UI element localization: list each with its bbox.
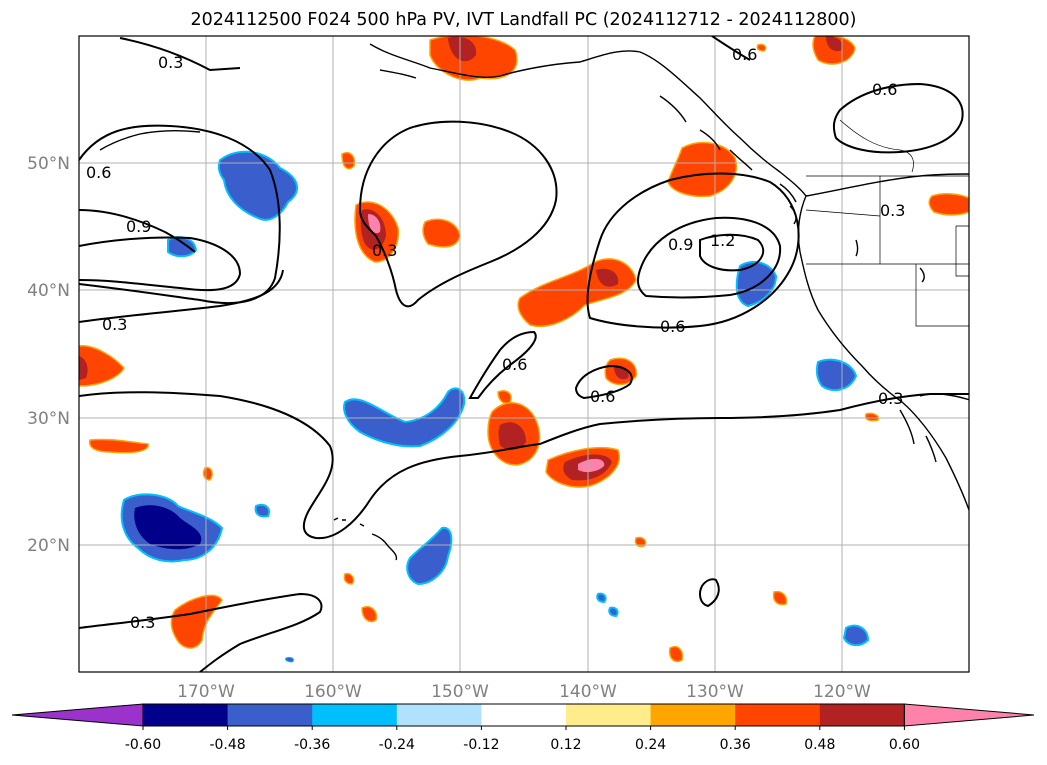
- contour-label: 0.3: [372, 241, 397, 260]
- contour-label: 0.6: [872, 80, 897, 99]
- colorbar-segment: [566, 704, 652, 726]
- positive-anomaly-shading: [79, 36, 969, 663]
- lon-tick-label: 130°W: [686, 682, 744, 702]
- latitude-axis: 20°N 30°N 40°N 50°N: [27, 154, 70, 556]
- contour-label: 1.2: [710, 231, 735, 250]
- lat-tick-label: 20°N: [27, 536, 70, 556]
- lon-tick-label: 140°W: [559, 682, 617, 702]
- map-frame: [78, 35, 970, 673]
- contour-label: 0.3: [158, 53, 183, 72]
- gridlines: [79, 36, 969, 672]
- longitude-axis: 170°W 160°W 150°W 140°W 130°W 120°W: [177, 682, 871, 702]
- colorbar-extend-high: [903, 703, 1035, 727]
- pv-contours: [79, 36, 969, 672]
- colorbar-segment: [312, 704, 398, 726]
- colorbar-tick-label: -0.36: [294, 737, 330, 753]
- contour-label: 0.9: [126, 217, 151, 236]
- contour-label: 0.6: [732, 45, 757, 64]
- colorbar-segment: [735, 704, 821, 726]
- colorbar-segment: [396, 704, 482, 726]
- colorbar-labels: -0.60 -0.48 -0.36 -0.24 -0.12 0.12 0.24 0.36 0.4…: [125, 726, 920, 753]
- contour-label: 0.3: [878, 389, 903, 408]
- colorbar-tick-label: 0.48: [804, 737, 835, 753]
- lon-tick-label: 150°W: [431, 682, 489, 702]
- contour-label: 0.9: [668, 235, 693, 254]
- colorbar-tick-label: -0.60: [125, 737, 161, 753]
- colorbar-segment: [819, 704, 905, 726]
- lon-tick-label: 170°W: [177, 682, 235, 702]
- contour-label: 0.6: [590, 387, 615, 406]
- anomaly-neg-south-center: [406, 526, 453, 586]
- colorbar-segment: [143, 704, 229, 726]
- map-plot-area: 0.3 0.6 0.6 0.6 0.9 0.3 0.3 0.9 1.2 0.6 …: [79, 36, 969, 672]
- anomaly-coast-bc: [667, 141, 737, 198]
- colorbar-extend-low: [11, 703, 144, 727]
- colorbar-tick-label: 0.60: [889, 737, 920, 753]
- colorbar-segments: [11, 703, 1035, 727]
- colorbar: -0.60 -0.48 -0.36 -0.24 -0.12 0.12 0.24 0.36 0.4…: [11, 703, 1035, 753]
- contour-label: 0.3: [102, 315, 127, 334]
- map-title: 2024112500 F024 500 hPa PV, IVT Landfall…: [190, 10, 857, 30]
- anomaly-neg-pacific-arc: [343, 387, 466, 448]
- colorbar-tick-label: 0.24: [635, 737, 666, 753]
- colorbar-tick-label: -0.48: [209, 737, 245, 753]
- colorbar-segment: [481, 704, 567, 726]
- contour-label: 0.6: [502, 355, 527, 374]
- anomaly-west-edge: [79, 345, 125, 387]
- contour-label: 0.6: [660, 317, 685, 336]
- colorbar-tick-label: -0.12: [463, 737, 499, 753]
- colorbar-tick-label: 0.12: [550, 737, 581, 753]
- anomaly-neg-coast: [735, 260, 778, 308]
- contour-labels: 0.3 0.6 0.6 0.6 0.9 0.3 0.3 0.9 1.2 0.6 …: [86, 45, 905, 632]
- political-borders: [805, 119, 969, 327]
- lat-tick-label: 50°N: [27, 154, 70, 174]
- contour-label: 0.3: [130, 613, 155, 632]
- contour-label: 0.3: [880, 201, 905, 220]
- contour-label: 0.6: [86, 163, 111, 182]
- colorbar-frame: [142, 703, 905, 727]
- colorbar-segment: [227, 704, 313, 726]
- colorbar-segment: [650, 704, 736, 726]
- lat-tick-label: 30°N: [27, 409, 70, 429]
- lat-tick-label: 40°N: [27, 281, 70, 301]
- lon-tick-label: 120°W: [813, 682, 871, 702]
- colorbar-tick-label: 0.36: [720, 737, 751, 753]
- colorbar-tick-label: -0.24: [379, 737, 415, 753]
- lon-tick-label: 160°W: [304, 682, 362, 702]
